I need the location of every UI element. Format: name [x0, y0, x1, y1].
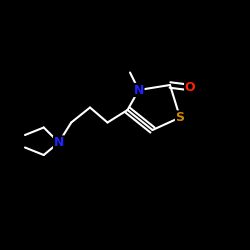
Text: N: N — [54, 136, 64, 149]
Text: N: N — [134, 84, 144, 96]
Text: O: O — [185, 81, 195, 94]
Text: S: S — [176, 111, 184, 124]
